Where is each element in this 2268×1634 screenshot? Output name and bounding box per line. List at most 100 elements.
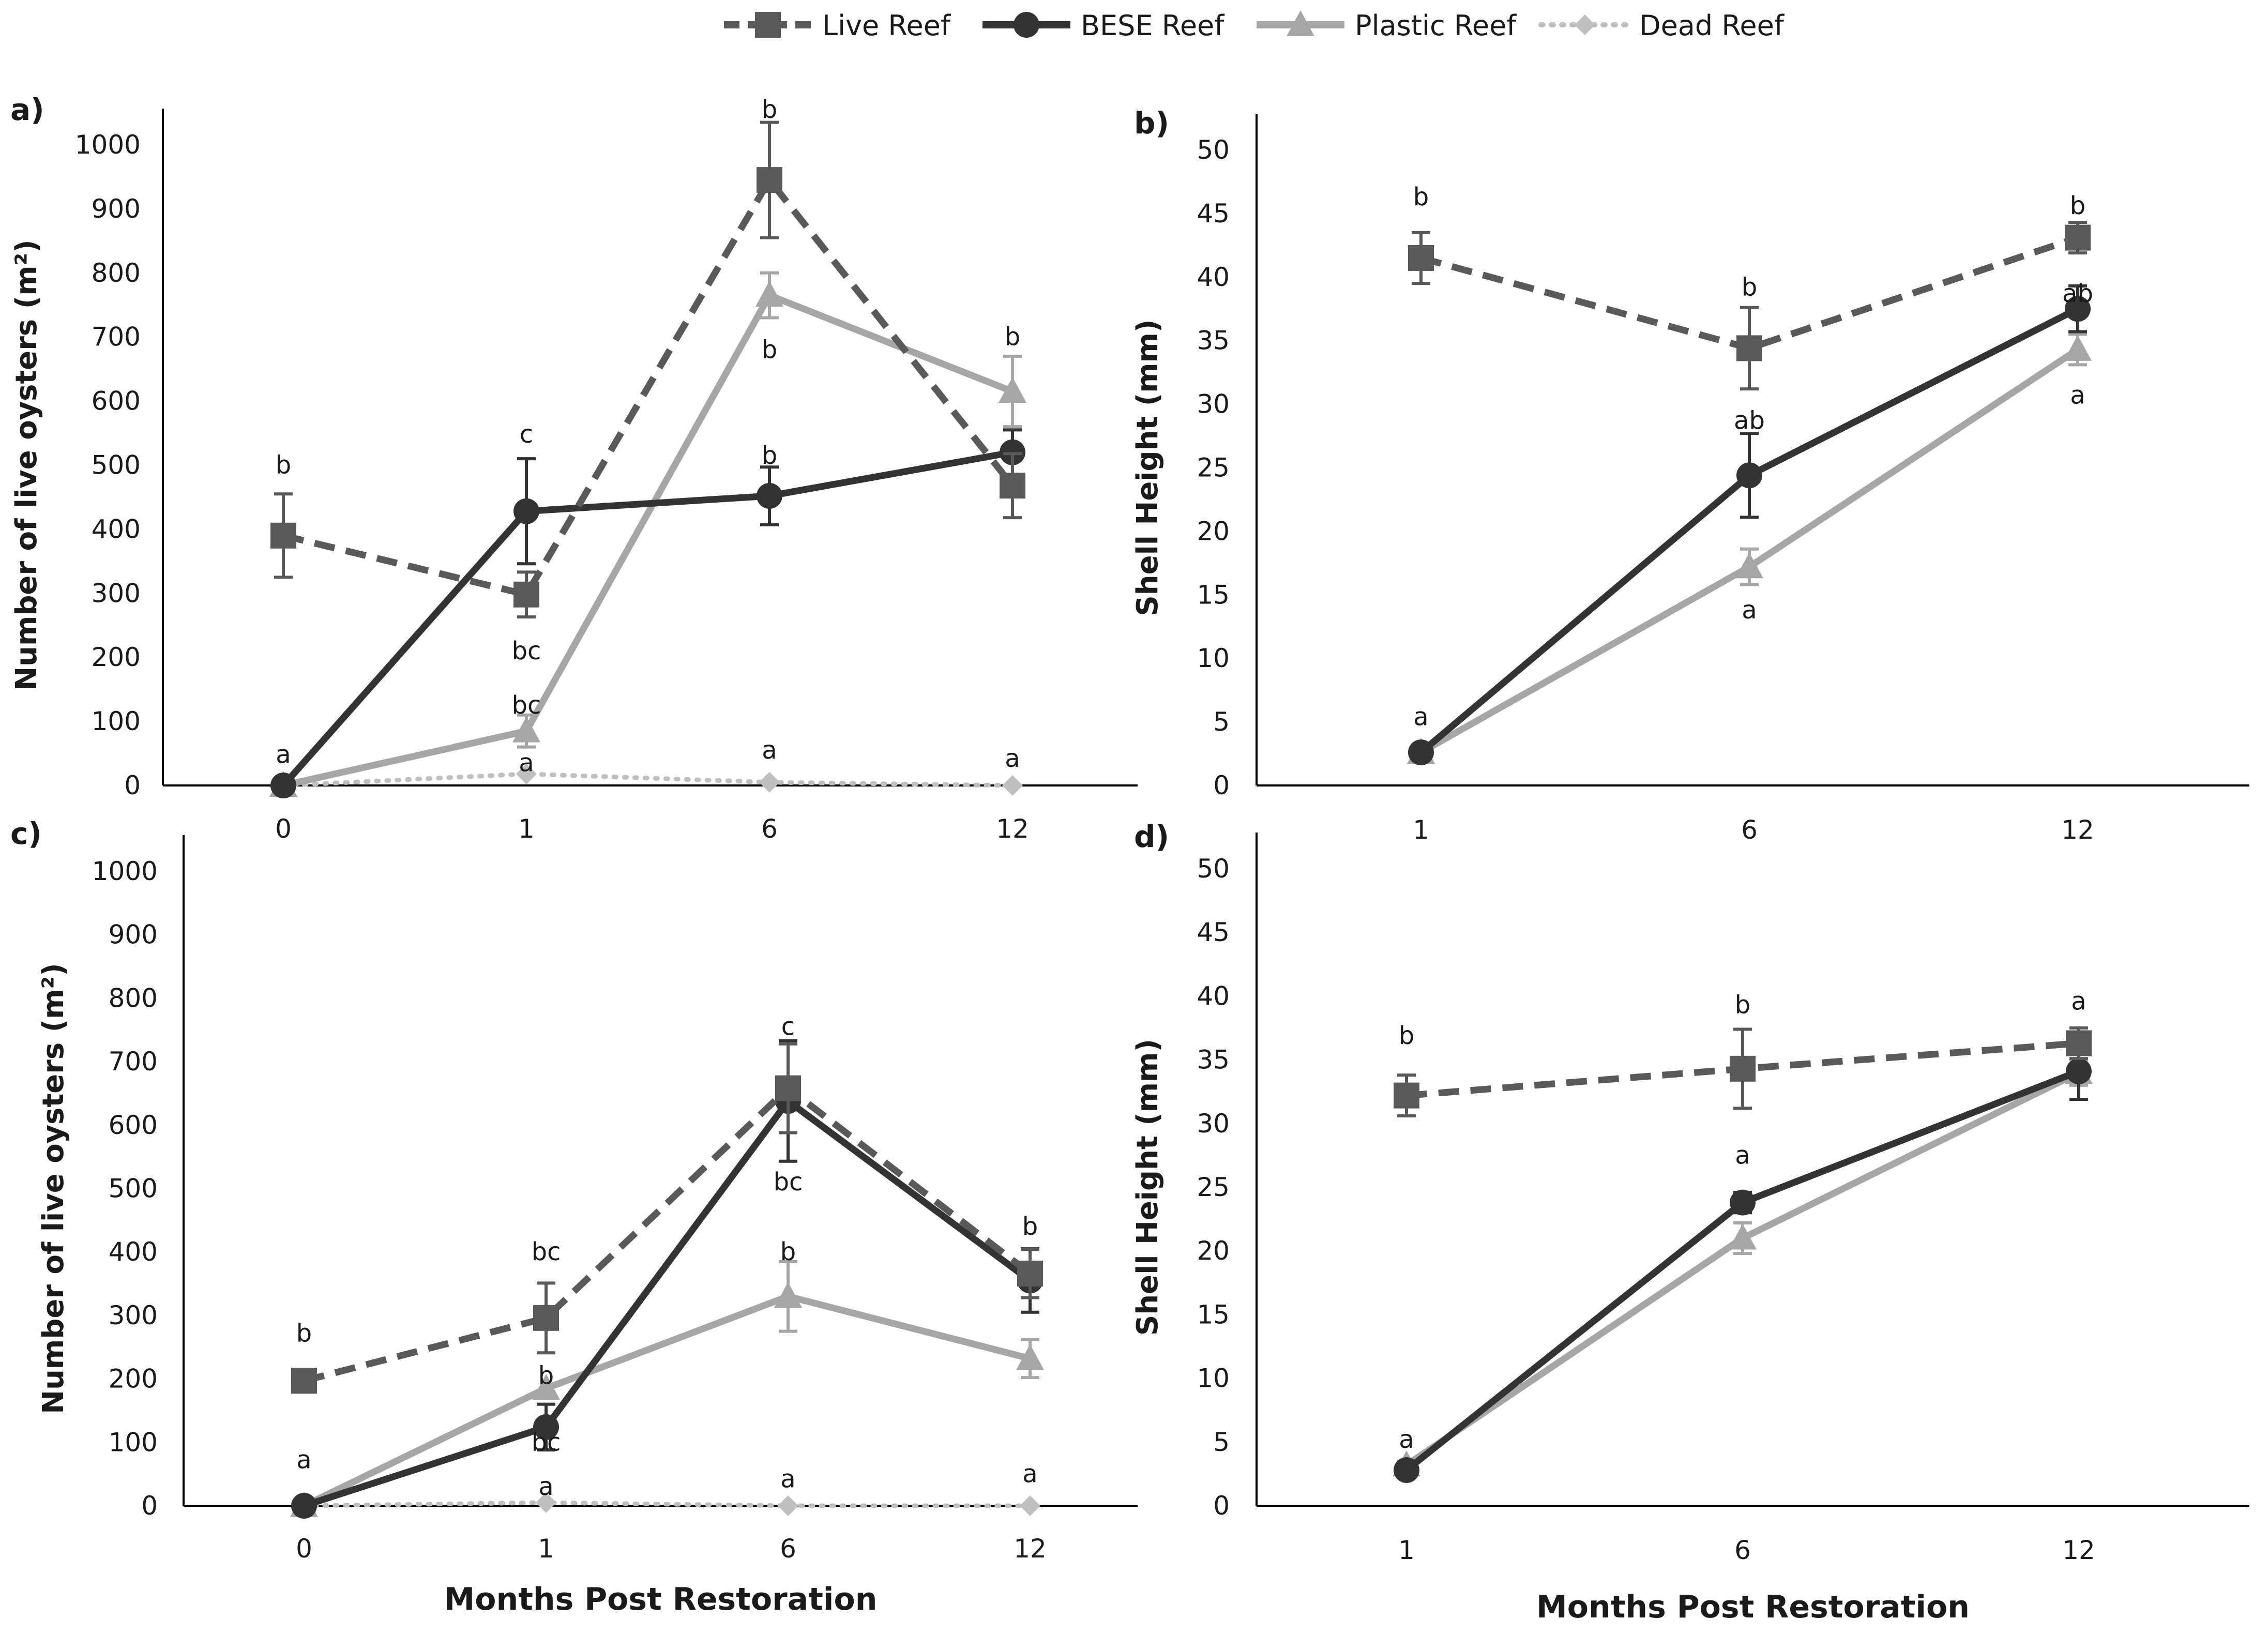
data-point-plastic-reef	[999, 377, 1026, 403]
x-tick-label: 1	[538, 1534, 554, 1564]
significance-label: a	[762, 736, 777, 765]
significance-label: a	[538, 1472, 553, 1501]
y-tick-label: 800	[109, 983, 158, 1013]
panel-label: d)	[1134, 819, 1169, 854]
series-line-dead-reef	[281, 771, 1015, 788]
panel-label: b)	[1134, 105, 1169, 141]
y-tick-label: 25	[1197, 453, 1230, 483]
data-point-plastic-reef	[532, 1374, 560, 1400]
significance-label: bc	[774, 1168, 803, 1197]
y-tick-label: 40	[1197, 981, 1230, 1011]
significance-label: ab	[1734, 406, 1765, 435]
data-point-live-reef	[1394, 1082, 1419, 1109]
y-tick-label: 500	[92, 450, 141, 480]
data-point-bese-reef	[757, 482, 782, 509]
significance-label: b	[2070, 191, 2085, 220]
y-tick-label: 400	[92, 514, 141, 544]
series-bese-reef	[1408, 284, 2091, 766]
y-tick-label: 50	[1197, 854, 1230, 884]
significance-label: b	[276, 451, 291, 480]
x-tick-label: 6	[761, 814, 778, 844]
y-axis-label: Number of live oysters (m²)	[37, 963, 70, 1414]
panel-c: c) 0 100 200 300 400 500 600 700 800 900 1000 0 1 6 12 N…	[10, 816, 1138, 1617]
data-point-live-reef	[1408, 245, 1434, 271]
significance-label: a	[1005, 744, 1020, 773]
data-point-live-reef	[1736, 335, 1762, 361]
panel-label: c)	[10, 816, 42, 851]
y-tick-label: 100	[92, 706, 141, 736]
data-point-bese-reef	[513, 498, 539, 524]
significance-label: a	[1413, 702, 1428, 731]
data-point-dead-reef	[1002, 775, 1023, 796]
significance-label: a	[519, 749, 534, 778]
y-tick-label: 900	[109, 920, 158, 950]
series-bese-reef	[270, 428, 1025, 798]
data-point-bese-reef	[270, 773, 296, 798]
data-point-plastic-reef	[755, 281, 783, 307]
legend-label: Plastic Reef	[1355, 9, 1517, 42]
significance-label: b	[1399, 1021, 1414, 1050]
y-tick-label: 35	[1197, 1045, 1230, 1075]
y-tick-label: 200	[109, 1364, 158, 1394]
x-axis-label: Months Post Restoration	[1536, 1589, 1970, 1625]
panel-b: b) 0 5 10 15 20 25 30 35 40 45 50 1 6 12 Shell Height (…	[1131, 105, 2249, 845]
series-line-live-reef	[282, 176, 1016, 598]
legend: Live Reef BESE Reef Plastic Reef Dead Reef	[724, 9, 1785, 42]
significance-label: b	[296, 1319, 312, 1348]
significance-label: b	[780, 1237, 796, 1266]
y-tick-label: 1000	[92, 856, 158, 886]
significance-label: b	[1742, 273, 1757, 301]
legend-label: BESE Reef	[1081, 9, 1225, 42]
legend-label: Dead Reef	[1639, 9, 1785, 42]
y-axis-label: Shell Height (mm)	[1131, 319, 1165, 616]
significance-label: bc	[532, 1428, 561, 1457]
series-live-reef	[291, 1042, 1043, 1394]
y-tick-label: 5	[1213, 1427, 1230, 1457]
significance-label: a	[276, 740, 291, 769]
y-tick-label: 25	[1197, 1172, 1230, 1202]
x-tick-label: 6	[1741, 815, 1758, 845]
y-tick-label: 40	[1197, 262, 1230, 292]
y-tick-label: 30	[1197, 1109, 1230, 1139]
legend-item-dead-reef: Dead Reef	[1538, 9, 1785, 42]
data-point-live-reef	[2065, 224, 2091, 251]
data-point-live-reef	[291, 1368, 317, 1394]
y-tick-label: 20	[1197, 516, 1230, 546]
data-point-bese-reef	[2066, 1058, 2092, 1084]
legend-item-live-reef: Live Reef	[724, 9, 951, 42]
significance-label: a	[1735, 1141, 1750, 1170]
panel-label: a)	[10, 92, 44, 127]
series-line-dead-reef	[301, 1500, 1033, 1508]
y-tick-label: 400	[109, 1237, 158, 1267]
data-point-bese-reef	[533, 1414, 559, 1440]
legend-marker-circle	[1014, 12, 1039, 38]
data-point-plastic-reef	[2064, 335, 2092, 361]
x-tick-label: 0	[275, 814, 292, 844]
y-tick-label: 200	[92, 642, 141, 672]
y-tick-label: 15	[1197, 1299, 1230, 1329]
significance-label: b	[1735, 991, 1750, 1020]
data-point-bese-reef	[291, 1493, 317, 1519]
data-point-live-reef	[1017, 1260, 1043, 1287]
y-tick-label: 700	[109, 1047, 158, 1077]
series-line-plastic-reef	[303, 1293, 1031, 1509]
y-tick-label: 1000	[75, 130, 141, 160]
significance-label: a	[1399, 1425, 1414, 1454]
y-tick-label: 500	[109, 1174, 158, 1204]
significance-label: bc	[512, 691, 541, 720]
data-point-live-reef	[533, 1305, 559, 1331]
y-tick-label: 45	[1197, 917, 1230, 947]
x-tick-label: 1	[518, 814, 535, 844]
significance-label: b	[762, 335, 777, 364]
legend-marker-square	[755, 12, 781, 38]
y-tick-label: 35	[1197, 326, 1230, 356]
panel-a: a) 0 100 200 300 400 500 600 700 800 900 1000 0 1 6 12 N…	[10, 92, 1138, 844]
data-point-bese-reef	[1408, 739, 1434, 766]
y-tick-label: 100	[109, 1427, 158, 1457]
significance-label: a	[2070, 381, 2085, 410]
significance-label: a	[780, 1464, 795, 1493]
significance-label: a	[2071, 987, 2086, 1016]
significance-label: b	[762, 441, 777, 470]
